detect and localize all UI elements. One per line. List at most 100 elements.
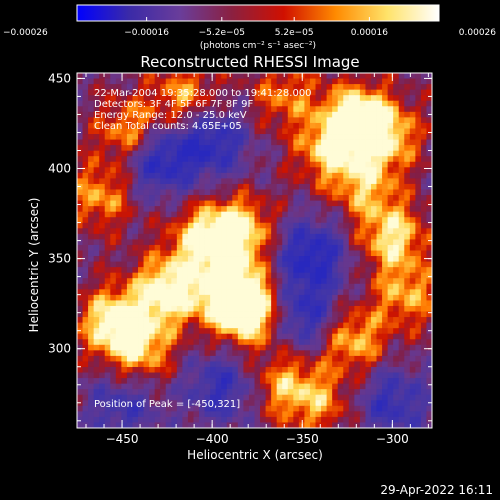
- heatmap-cell: [426, 350, 433, 357]
- heatmap-cell: [409, 355, 416, 362]
- heatmap-cell: [304, 328, 311, 335]
- heatmap-cell: [260, 106, 266, 113]
- heatmap-cell: [138, 305, 144, 312]
- heatmap-cell: [187, 344, 194, 351]
- heatmap-cell: [265, 228, 272, 235]
- heatmap-cell: [420, 172, 427, 179]
- heatmap-cell: [398, 228, 405, 235]
- heatmap-cell: [187, 322, 194, 329]
- heatmap-cell: [160, 372, 167, 379]
- heatmap-cell: [420, 339, 427, 346]
- heatmap-cell: [82, 117, 89, 124]
- heatmap-cell: [138, 128, 144, 135]
- heatmap-cell: [337, 389, 344, 396]
- heatmap-cell: [126, 361, 133, 368]
- heatmap-cell: [138, 389, 144, 396]
- heatmap-cell: [104, 233, 111, 240]
- heatmap-cell: [376, 394, 383, 401]
- heatmap-cell: [393, 167, 400, 174]
- heatmap-cell: [287, 272, 294, 279]
- heatmap-cell: [332, 156, 339, 163]
- heatmap-cell: [126, 383, 133, 390]
- heatmap-cell: [210, 300, 217, 307]
- heatmap-cell: [293, 389, 300, 396]
- heatmap-cell: [193, 73, 200, 79]
- heatmap-cell: [276, 95, 283, 102]
- heatmap-cell: [187, 405, 194, 412]
- heatmap-cell: [354, 167, 361, 174]
- heatmap-cell: [409, 244, 416, 251]
- heatmap-cell: [304, 239, 311, 246]
- heatmap-cell: [121, 200, 128, 207]
- heatmap-cell: [115, 200, 122, 207]
- heatmap-cell: [121, 366, 128, 373]
- heatmap-cell: [370, 411, 377, 418]
- heatmap-cell: [182, 261, 189, 268]
- heatmap-cell: [104, 378, 111, 385]
- heatmap-cell: [276, 322, 283, 329]
- heatmap-cell: [343, 400, 350, 407]
- heatmap-cell: [376, 339, 383, 346]
- heatmap-cell: [237, 261, 244, 268]
- heatmap-cell: [182, 328, 189, 335]
- heatmap-cell: [332, 89, 339, 96]
- heatmap-cell: [215, 322, 222, 329]
- heatmap-cell: [321, 128, 328, 135]
- heatmap-cell: [265, 78, 272, 85]
- heatmap-cell: [138, 300, 144, 307]
- heatmap-cell: [204, 161, 211, 168]
- heatmap-cell: [248, 289, 255, 296]
- heatmap-cell: [88, 228, 95, 235]
- heatmap-cell: [182, 161, 189, 168]
- heatmap-cell: [370, 95, 377, 102]
- heatmap-cell: [193, 222, 200, 229]
- heatmap-cell: [237, 328, 244, 335]
- heatmap-cell: [154, 294, 161, 301]
- heatmap-cell: [232, 416, 239, 423]
- heatmap-cell: [171, 233, 178, 240]
- heatmap-cell: [409, 272, 416, 279]
- heatmap-cell: [415, 355, 422, 362]
- heatmap-cell: [326, 317, 333, 324]
- heatmap-cell: [82, 239, 89, 246]
- heatmap-cell: [99, 89, 106, 96]
- heatmap-cell: [393, 405, 400, 412]
- heatmap-cell: [226, 361, 233, 368]
- heatmap-cell: [354, 145, 361, 152]
- heatmap-cell: [271, 217, 278, 224]
- heatmap-cell: [315, 405, 322, 412]
- heatmap-cell: [132, 211, 139, 218]
- heatmap-cell: [221, 111, 228, 118]
- heatmap-cell: [359, 139, 366, 146]
- heatmap-cell: [326, 322, 333, 329]
- heatmap-cell: [232, 206, 239, 213]
- heatmap-cell: [171, 228, 178, 235]
- heatmap-cell: [354, 289, 361, 296]
- colorbar-ticks: −0.00026 −0.00016 −5.2e−05 5.2e−05 0.00016 0.…: [3, 17, 496, 38]
- heatmap-cell: [287, 134, 294, 140]
- heatmap-cell: [382, 117, 389, 124]
- heatmap-cell: [298, 244, 305, 251]
- heatmap-cell: [221, 422, 228, 429]
- heatmap-cell: [415, 100, 422, 107]
- x-axis-label: Heliocentric X (arcsec): [187, 448, 323, 462]
- heatmap-cell: [176, 372, 183, 379]
- heatmap-cell: [132, 150, 139, 157]
- heatmap-cell: [221, 350, 228, 357]
- heatmap-cell: [387, 189, 394, 196]
- heatmap-cell: [132, 416, 139, 423]
- heatmap-cell: [199, 206, 205, 213]
- heatmap-cell: [420, 300, 427, 307]
- x-tick-label: −450: [106, 432, 139, 446]
- heatmap-cell: [138, 272, 144, 279]
- heatmap-cell: [165, 228, 172, 235]
- heatmap-cell: [187, 400, 194, 407]
- heatmap-cell: [215, 394, 222, 401]
- heatmap-cell: [282, 161, 289, 168]
- heatmap-cell: [260, 161, 266, 168]
- heatmap-cell: [126, 128, 133, 135]
- heatmap-cell: [221, 150, 228, 157]
- heatmap-cell: [243, 111, 250, 118]
- heatmap-cell: [104, 222, 111, 229]
- heatmap-cell: [165, 311, 172, 318]
